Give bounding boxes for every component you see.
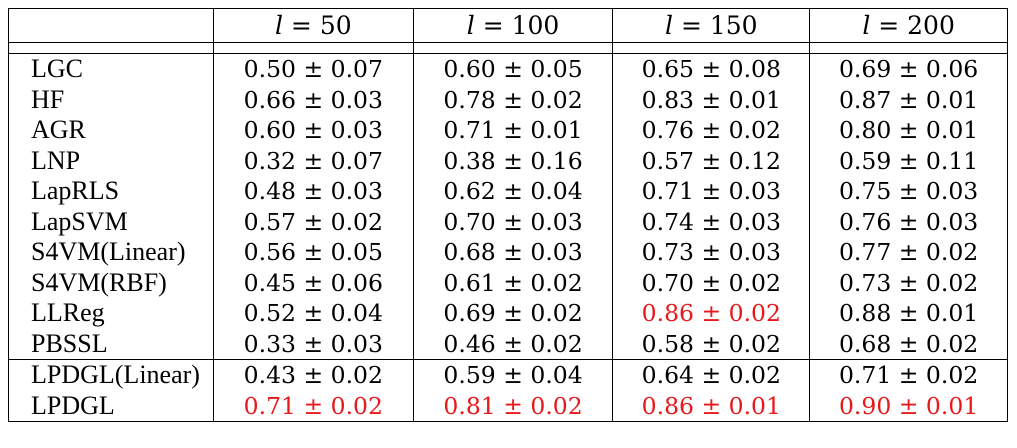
value-cell: 0.46 ± 0.02 bbox=[412, 328, 614, 360]
value-cell: 0.71 ± 0.03 bbox=[612, 176, 811, 207]
value-cell: 0.68 ± 0.02 bbox=[809, 328, 1008, 360]
header-col-3: l = 150 bbox=[612, 8, 811, 43]
table-row: LLReg 0.52 ± 0.04 0.69 ± 0.02 0.86 ± 0.02 0.… bbox=[8, 298, 1008, 329]
value-cell: 0.50 ± 0.07 bbox=[212, 53, 414, 85]
table-body: LGC 0.50 ± 0.07 0.60 ± 0.05 0.65 ± 0.08 0.69… bbox=[8, 53, 1008, 422]
value-cell: 0.87 ± 0.01 bbox=[809, 84, 1008, 115]
method-name-cell: S4VM(Linear) bbox=[8, 237, 214, 268]
value-cell: 0.88 ± 0.01 bbox=[809, 298, 1008, 329]
value-cell: 0.71 ± 0.02 bbox=[212, 390, 414, 422]
value-cell: 0.45 ± 0.06 bbox=[212, 267, 414, 298]
header-row: l = 50 l = 100 l = 150 l = 200 bbox=[8, 8, 1008, 43]
value-cell: 0.75 ± 0.03 bbox=[809, 176, 1008, 207]
method-name-cell: LapSVM bbox=[8, 206, 214, 237]
table-row: AGR 0.60 ± 0.03 0.71 ± 0.01 0.76 ± 0.02 0.80… bbox=[8, 115, 1008, 146]
value-cell: 0.86 ± 0.01 bbox=[612, 390, 811, 422]
value-cell: 0.59 ± 0.11 bbox=[809, 145, 1008, 176]
value-cell: 0.61 ± 0.02 bbox=[412, 267, 614, 298]
value-cell: 0.69 ± 0.02 bbox=[412, 298, 614, 329]
value-cell: 0.64 ± 0.02 bbox=[612, 359, 811, 391]
value-cell: 0.80 ± 0.01 bbox=[809, 115, 1008, 146]
value-cell: 0.57 ± 0.02 bbox=[212, 206, 414, 237]
table-row: S4VM(RBF) 0.45 ± 0.06 0.61 ± 0.02 0.70 ± 0.… bbox=[8, 267, 1008, 298]
results-table: l = 50 l = 100 l = 150 l = 200 LGC 0.50 ±… bbox=[8, 8, 1008, 422]
value-cell: 0.73 ± 0.02 bbox=[809, 267, 1008, 298]
table-row: LPDGL 0.71 ± 0.02 0.81 ± 0.02 0.86 ± 0.01 0.… bbox=[8, 390, 1008, 422]
value-cell: 0.59 ± 0.04 bbox=[412, 359, 614, 391]
method-name-cell: LPDGL bbox=[8, 390, 214, 422]
value-cell: 0.33 ± 0.03 bbox=[212, 328, 414, 360]
value-cell: 0.52 ± 0.04 bbox=[212, 298, 414, 329]
value-cell: 0.71 ± 0.01 bbox=[412, 115, 614, 146]
value-cell: 0.83 ± 0.01 bbox=[612, 84, 811, 115]
method-name-cell: AGR bbox=[8, 115, 214, 146]
value-cell: 0.86 ± 0.02 bbox=[612, 298, 811, 329]
method-name-cell: S4VM(RBF) bbox=[8, 267, 214, 298]
method-name-cell: LPDGL(Linear) bbox=[8, 359, 214, 391]
table-row: LPDGL(Linear) 0.43 ± 0.02 0.59 ± 0.04 0.64 … bbox=[8, 359, 1008, 391]
value-cell: 0.60 ± 0.03 bbox=[212, 115, 414, 146]
variable-l: l bbox=[466, 11, 475, 40]
value-cell: 0.32 ± 0.07 bbox=[212, 145, 414, 176]
method-name-cell: LGC bbox=[8, 53, 214, 85]
method-name-cell: HF bbox=[8, 84, 214, 115]
value-cell: 0.76 ± 0.03 bbox=[809, 206, 1008, 237]
value-cell: 0.43 ± 0.02 bbox=[212, 359, 414, 391]
method-name-cell: LapRLS bbox=[8, 176, 214, 207]
value-cell: 0.48 ± 0.03 bbox=[212, 176, 414, 207]
value-cell: 0.70 ± 0.03 bbox=[412, 206, 614, 237]
value-cell: 0.77 ± 0.02 bbox=[809, 237, 1008, 268]
value-cell: 0.71 ± 0.02 bbox=[809, 359, 1008, 391]
value-cell: 0.78 ± 0.02 bbox=[412, 84, 614, 115]
method-name-cell: PBSSL bbox=[8, 328, 214, 360]
value-cell: 0.60 ± 0.05 bbox=[412, 53, 614, 85]
table-row: LapRLS 0.48 ± 0.03 0.62 ± 0.04 0.71 ± 0.03 0… bbox=[8, 176, 1008, 207]
value-cell: 0.76 ± 0.02 bbox=[612, 115, 811, 146]
header-col-2: l = 100 bbox=[412, 8, 614, 43]
table-row: S4VM(Linear) 0.56 ± 0.05 0.68 ± 0.03 0.73 ±… bbox=[8, 237, 1008, 268]
variable-l: l bbox=[274, 11, 283, 40]
value-cell: 0.62 ± 0.04 bbox=[412, 176, 614, 207]
value-cell: 0.38 ± 0.16 bbox=[412, 145, 614, 176]
value-cell: 0.58 ± 0.02 bbox=[612, 328, 811, 360]
table-row: PBSSL 0.33 ± 0.03 0.46 ± 0.02 0.58 ± 0.02 0.… bbox=[8, 328, 1008, 360]
variable-l: l bbox=[862, 11, 871, 40]
header-corner-cell bbox=[8, 8, 214, 43]
variable-l: l bbox=[665, 11, 674, 40]
value-cell: 0.65 ± 0.08 bbox=[612, 53, 811, 85]
value-cell: 0.57 ± 0.12 bbox=[612, 145, 811, 176]
value-cell: 0.70 ± 0.02 bbox=[612, 267, 811, 298]
header-col-1: l = 50 bbox=[212, 8, 414, 43]
method-name-cell: LNP bbox=[8, 145, 214, 176]
value-cell: 0.81 ± 0.02 bbox=[412, 390, 614, 422]
table-row: LNP 0.32 ± 0.07 0.38 ± 0.16 0.57 ± 0.12 0.59… bbox=[8, 145, 1008, 176]
value-cell: 0.69 ± 0.06 bbox=[809, 53, 1008, 85]
table-row: LapSVM 0.57 ± 0.02 0.70 ± 0.03 0.74 ± 0.03 0… bbox=[8, 206, 1008, 237]
value-cell: 0.74 ± 0.03 bbox=[612, 206, 811, 237]
table-row: HF 0.66 ± 0.03 0.78 ± 0.02 0.83 ± 0.01 0.87 … bbox=[8, 84, 1008, 115]
value-cell: 0.66 ± 0.03 bbox=[212, 84, 414, 115]
value-cell: 0.90 ± 0.01 bbox=[809, 390, 1008, 422]
value-cell: 0.73 ± 0.03 bbox=[612, 237, 811, 268]
method-name-cell: LLReg bbox=[8, 298, 214, 329]
header-gap bbox=[8, 42, 1008, 54]
table-row: LGC 0.50 ± 0.07 0.60 ± 0.05 0.65 ± 0.08 0.69… bbox=[8, 53, 1008, 85]
value-cell: 0.68 ± 0.03 bbox=[412, 237, 614, 268]
value-cell: 0.56 ± 0.05 bbox=[212, 237, 414, 268]
header-col-4: l = 200 bbox=[809, 8, 1008, 43]
